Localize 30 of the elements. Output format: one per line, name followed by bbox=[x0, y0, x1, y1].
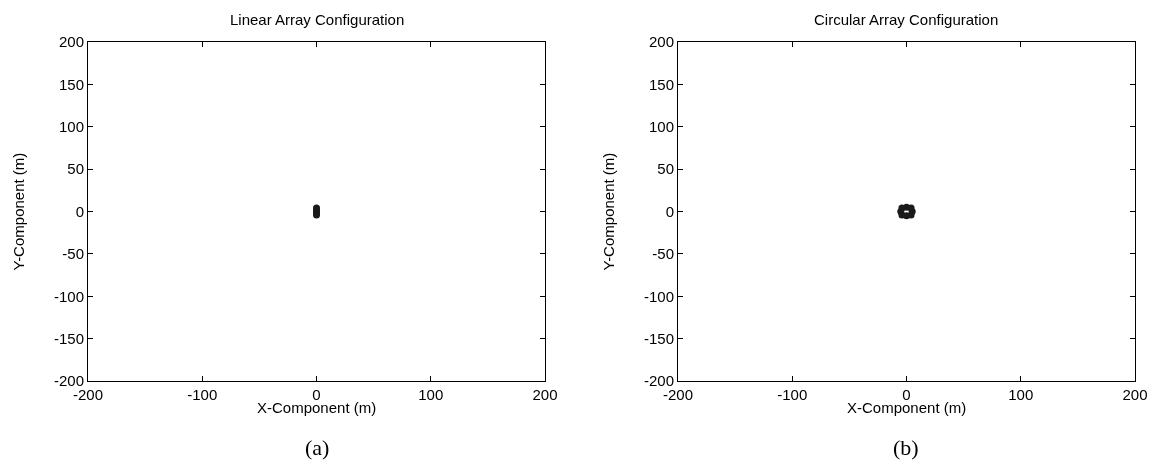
y-tick-label: 150 bbox=[648, 75, 674, 93]
y-tick-label: 200 bbox=[58, 33, 84, 51]
y-tick-label: 0 bbox=[75, 202, 84, 220]
y-tick-label: 0 bbox=[665, 202, 674, 220]
x-tick-label: -100 bbox=[777, 386, 808, 403]
y-tick-label: -150 bbox=[643, 329, 674, 347]
chart-title: Linear Array Configuration bbox=[230, 11, 405, 28]
text: (b) bbox=[893, 435, 919, 460]
chart-title: Circular Array Configuration bbox=[814, 11, 999, 28]
y-tick-label: -100 bbox=[643, 287, 674, 305]
y-tick-label: -200 bbox=[643, 372, 674, 390]
y-tick-label: -50 bbox=[652, 245, 674, 263]
text: (a) bbox=[305, 435, 330, 460]
y-tick-label: 50 bbox=[67, 160, 84, 178]
y-tick-label: 200 bbox=[648, 33, 674, 51]
y-axis-title: Y-Component (m) bbox=[9, 152, 27, 271]
y-tick-label: -100 bbox=[53, 287, 84, 305]
y-tick-label: -200 bbox=[53, 372, 84, 390]
x-tick-label: 100 bbox=[418, 386, 444, 403]
y-tick-label: -150 bbox=[53, 329, 84, 347]
x-tick-label: -100 bbox=[187, 386, 218, 403]
y-axis-title: Y-Component (m) bbox=[599, 152, 617, 271]
x-tick-label: 200 bbox=[532, 386, 558, 403]
y-tick-label: 100 bbox=[58, 118, 84, 135]
y-tick-label: 100 bbox=[648, 118, 674, 135]
y-tick-label: -50 bbox=[62, 245, 84, 263]
x-tick-label: 200 bbox=[1122, 386, 1148, 403]
y-tick-label: 50 bbox=[657, 160, 674, 178]
y-tick-label: 150 bbox=[58, 75, 84, 93]
x-tick-label: 100 bbox=[1008, 386, 1034, 403]
